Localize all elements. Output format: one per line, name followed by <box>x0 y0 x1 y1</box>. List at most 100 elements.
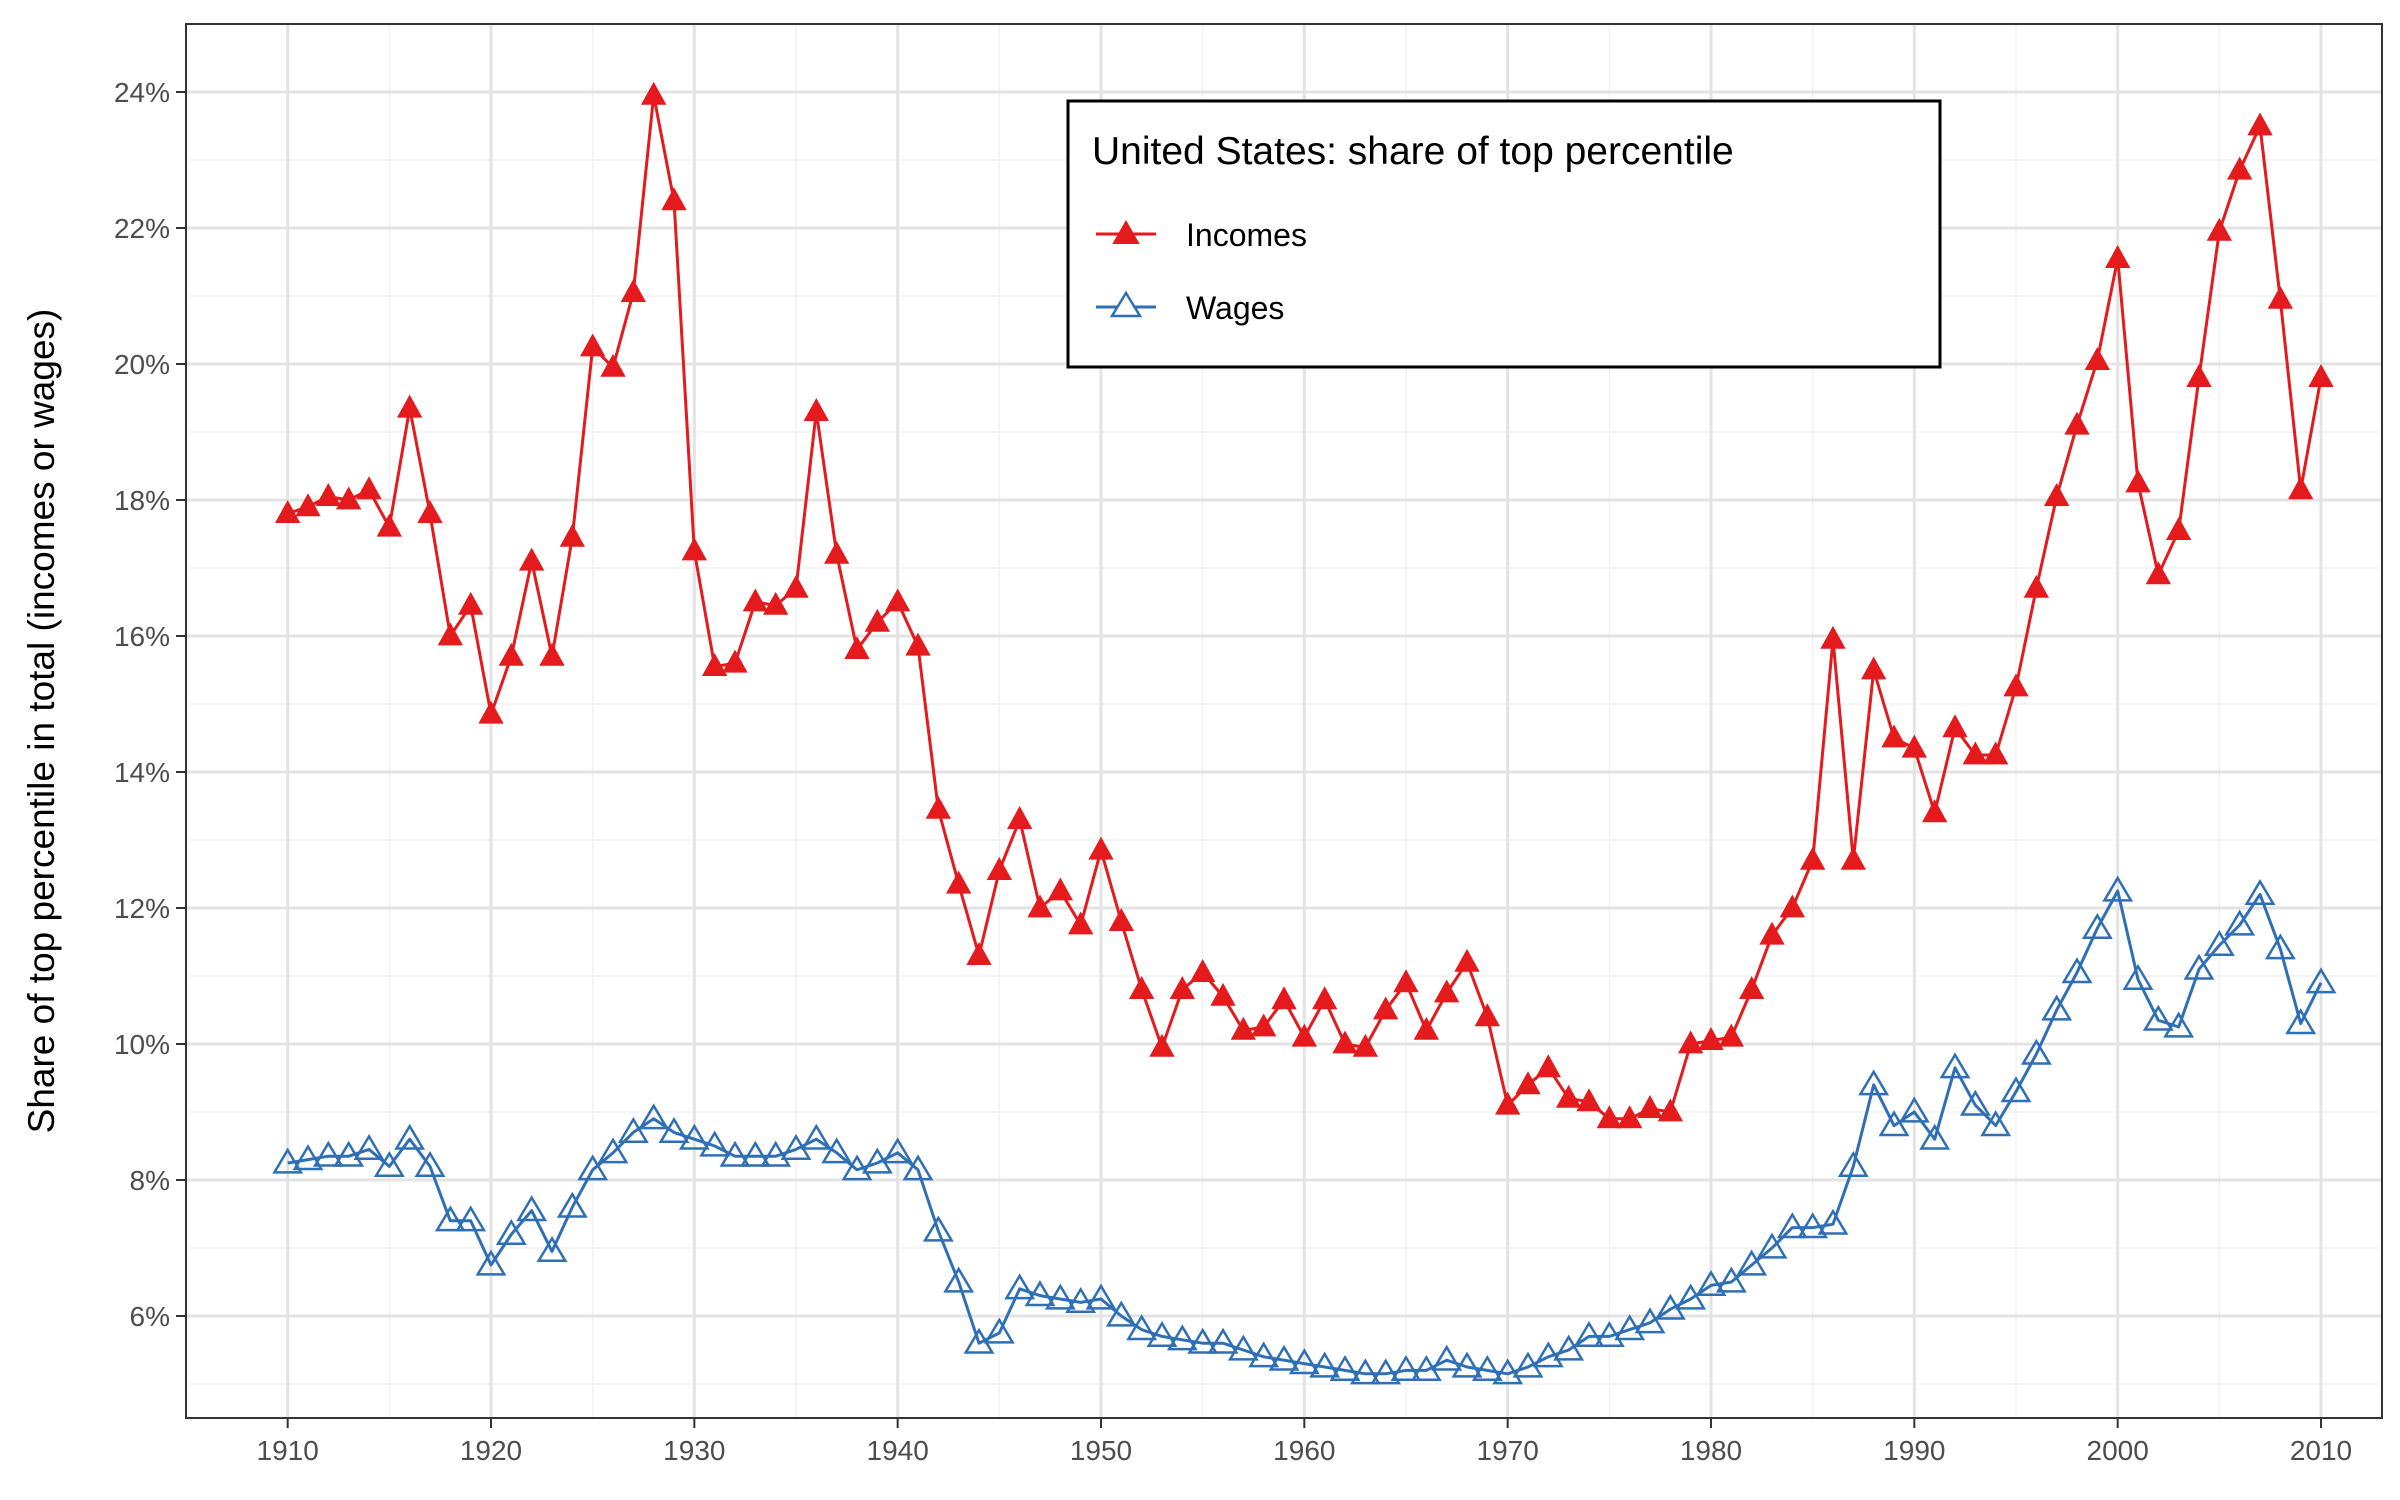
data-point-wages <box>800 1123 832 1150</box>
data-point-wages <box>536 1235 568 1263</box>
data-point-incomes <box>2247 112 2273 136</box>
data-point-wages <box>1837 1150 1869 1178</box>
data-point-wages <box>739 1140 771 1167</box>
y-tick-label: 8% <box>130 1165 170 1196</box>
data-point-incomes <box>2186 364 2212 387</box>
data-point-incomes <box>945 870 972 894</box>
data-point-wages <box>1187 1327 1219 1354</box>
data-point-wages <box>1939 1052 1971 1079</box>
y-tick-label: 24% <box>114 77 170 108</box>
data-point-incomes <box>1637 1095 1663 1118</box>
data-point-incomes <box>1067 911 1094 935</box>
data-point-wages <box>1288 1348 1320 1375</box>
data-point-wages <box>658 1116 690 1144</box>
data-point-wages <box>943 1266 975 1293</box>
data-point-wages <box>1919 1123 1951 1150</box>
data-point-wages <box>1166 1324 1198 1351</box>
data-point-incomes <box>620 279 647 302</box>
data-point-wages <box>577 1154 609 1181</box>
x-tick-label: 1930 <box>663 1435 725 1466</box>
data-point-incomes <box>1515 1071 1541 1095</box>
data-point-incomes <box>1779 894 1806 918</box>
data-point-incomes <box>661 187 687 211</box>
data-point-wages <box>2061 957 2093 984</box>
data-point-wages <box>2183 953 2215 980</box>
data-point-wages <box>1878 1110 1910 1137</box>
data-point-incomes <box>1454 948 1480 972</box>
y-tick-label: 10% <box>114 1029 170 1060</box>
data-point-incomes <box>579 333 606 357</box>
data-point-incomes <box>742 588 769 612</box>
data-point-incomes <box>1576 1088 1602 1112</box>
data-point-incomes <box>2308 364 2334 387</box>
data-point-incomes <box>823 540 850 564</box>
legend-incomes-label: Incomes <box>1186 217 1307 253</box>
data-point-incomes <box>844 636 870 659</box>
data-point-wages <box>1390 1354 1422 1382</box>
data-point-incomes <box>1901 734 1928 758</box>
data-point-incomes <box>2043 483 2070 506</box>
data-point-wages <box>1146 1320 1178 1348</box>
data-point-incomes <box>2003 673 2029 697</box>
data-point-wages <box>394 1123 426 1150</box>
y-tick-label: 14% <box>114 757 170 788</box>
data-point-incomes <box>1433 979 1460 1003</box>
data-point-wages <box>882 1137 914 1164</box>
data-point-incomes <box>722 649 748 673</box>
data-point-incomes <box>1494 1091 1521 1115</box>
data-point-incomes <box>2125 469 2151 493</box>
data-point-incomes <box>539 642 565 666</box>
data-point-incomes <box>1128 976 1155 999</box>
data-point-incomes <box>1982 741 2009 765</box>
data-point-wages <box>434 1205 466 1232</box>
data-point-wages <box>1715 1266 1747 1293</box>
data-point-wages <box>699 1130 731 1157</box>
data-point-wages <box>475 1249 507 1276</box>
data-point-wages <box>495 1218 527 1246</box>
data-point-incomes <box>2145 561 2172 585</box>
data-point-incomes <box>2165 517 2192 540</box>
data-point-wages <box>1207 1327 1239 1354</box>
data-point-wages <box>1695 1269 1727 1297</box>
data-point-incomes <box>1474 1003 1501 1027</box>
data-point-wages <box>1634 1307 1666 1334</box>
legend-wages-marker <box>1109 290 1143 318</box>
y-axis: 6% 8% 10% 12% 14% 16% 18% 20% 22% 24% <box>114 77 186 1332</box>
data-point-incomes <box>2267 285 2294 309</box>
x-tick-label: 1940 <box>867 1435 929 1466</box>
x-tick-label: 2010 <box>2290 1435 2352 1466</box>
data-point-wages <box>1004 1273 1036 1300</box>
data-point-wages <box>821 1137 853 1164</box>
data-point-wages <box>312 1140 344 1167</box>
data-point-incomes <box>1027 894 1053 918</box>
data-point-incomes <box>356 476 382 500</box>
data-point-wages <box>373 1150 405 1178</box>
series-markers-incomes <box>274 81 2334 1129</box>
data-point-incomes <box>701 653 728 676</box>
data-point-incomes <box>1393 969 1419 993</box>
data-point-wages <box>1573 1320 1605 1348</box>
data-point-wages <box>2020 1038 2052 1065</box>
data-point-wages <box>760 1140 792 1167</box>
data-point-incomes <box>1799 846 1826 870</box>
data-point-incomes <box>864 608 891 632</box>
data-point-incomes <box>966 942 992 965</box>
data-point-wages <box>1471 1354 1503 1382</box>
data-point-incomes <box>1291 1023 1318 1047</box>
data-point-wages <box>1126 1314 1158 1341</box>
data-point-incomes <box>376 513 403 537</box>
data-point-incomes <box>1962 741 1989 765</box>
data-point-incomes <box>1250 1013 1277 1037</box>
x-tick-label: 2000 <box>2087 1435 2149 1466</box>
data-point-incomes <box>2206 217 2233 241</box>
data-point-incomes <box>396 394 423 418</box>
data-point-incomes <box>681 537 708 561</box>
data-point-incomes <box>1352 1033 1379 1057</box>
data-point-wages <box>1268 1344 1300 1371</box>
data-point-wages <box>983 1317 1015 1344</box>
x-tick-label: 1950 <box>1070 1435 1132 1466</box>
data-point-wages <box>1329 1354 1361 1382</box>
data-point-wages <box>719 1140 751 1167</box>
data-point-incomes <box>905 632 931 656</box>
data-point-wages <box>1349 1358 1381 1385</box>
